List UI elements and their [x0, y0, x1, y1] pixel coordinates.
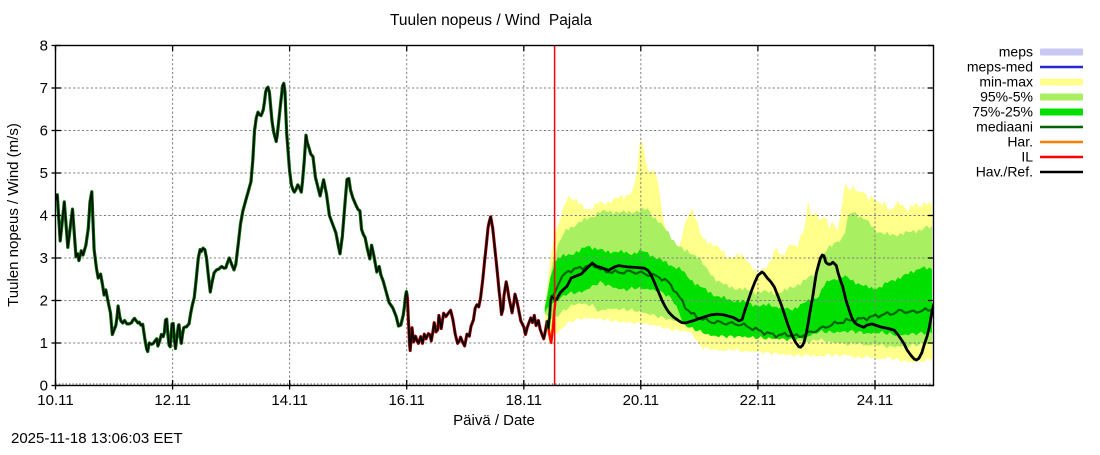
svg-text:3: 3 [40, 250, 48, 267]
svg-text:4: 4 [40, 208, 48, 225]
svg-text:1: 1 [40, 335, 48, 352]
svg-text:IL: IL [1021, 149, 1033, 165]
svg-text:7: 7 [40, 80, 48, 97]
svg-text:0: 0 [40, 378, 48, 395]
svg-text:2025-11-18 13:06:03 EET: 2025-11-18 13:06:03 EET [11, 430, 183, 447]
svg-text:75%-25%: 75%-25% [972, 104, 1033, 120]
svg-text:20.11: 20.11 [623, 392, 659, 409]
svg-text:Tuulen nopeus / Wind Pajala: Tuulen nopeus / Wind Pajala [390, 12, 592, 29]
svg-text:2: 2 [40, 293, 48, 310]
svg-text:10.11: 10.11 [37, 392, 73, 409]
svg-text:Tuulen nopeus / Wind (m/s): Tuulen nopeus / Wind (m/s) [5, 123, 22, 307]
svg-text:22.11: 22.11 [740, 392, 776, 409]
svg-text:min-max: min-max [979, 74, 1033, 90]
svg-text:12.11: 12.11 [154, 392, 190, 409]
svg-text:6: 6 [40, 123, 48, 140]
svg-text:18.11: 18.11 [506, 392, 542, 409]
svg-text:Hav./Ref.: Hav./Ref. [976, 164, 1033, 180]
svg-text:meps-med: meps-med [967, 59, 1033, 75]
svg-text:14.11: 14.11 [271, 392, 307, 409]
svg-text:24.11: 24.11 [857, 392, 893, 409]
svg-text:5: 5 [40, 165, 48, 182]
svg-text:16.11: 16.11 [388, 392, 424, 409]
svg-text:meps: meps [999, 44, 1033, 60]
svg-text:Päivä / Date: Päivä / Date [453, 412, 535, 429]
svg-text:mediaani: mediaani [976, 119, 1033, 135]
svg-text:Har.: Har. [1007, 134, 1033, 150]
svg-text:95%-5%: 95%-5% [980, 89, 1033, 105]
svg-text:8: 8 [40, 38, 48, 55]
